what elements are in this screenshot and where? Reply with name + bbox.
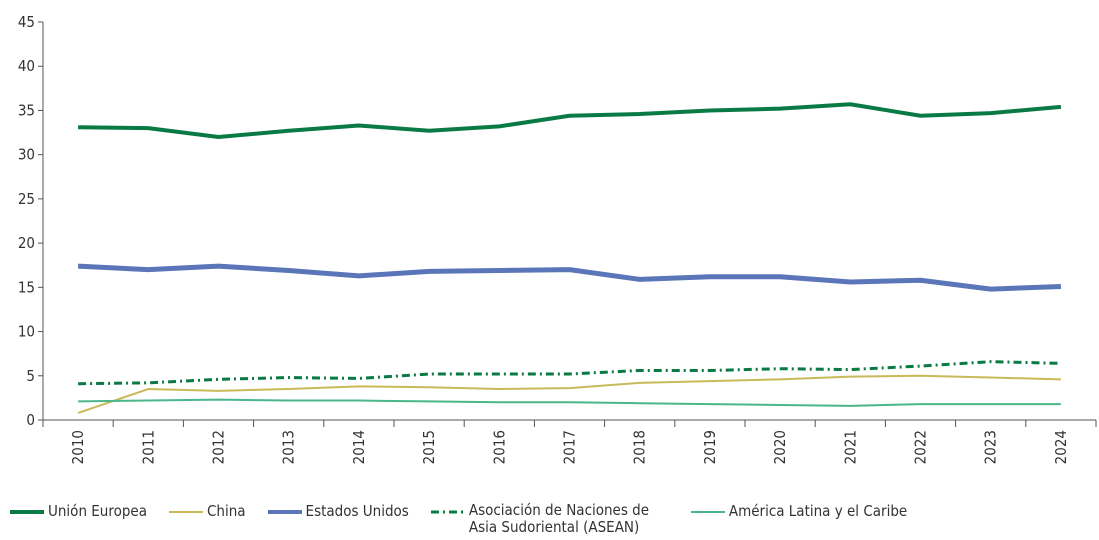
x-tick-label: 2024 — [1052, 430, 1070, 464]
y-tick-label: 5 — [26, 367, 35, 385]
x-tick-label: 2017 — [561, 430, 579, 464]
series-line — [78, 102, 1062, 139]
legend-label: América Latina y el Caribe — [728, 502, 908, 520]
x-tick-label: 2013 — [280, 430, 298, 464]
x-tick-label: 2012 — [210, 430, 228, 464]
x-tick-label: 2020 — [771, 430, 789, 464]
series-line — [77, 263, 1061, 292]
x-tick-label: 2022 — [912, 430, 930, 464]
legend-item: Unión Europea — [10, 502, 147, 520]
legend: Unión Europea China Estados Unidos Asociaci… — [10, 502, 907, 536]
legend-swatch — [168, 511, 203, 513]
legend-swatch — [10, 510, 44, 514]
y-tick-label: 35 — [18, 101, 35, 119]
legend-item: Estados Unidos — [267, 502, 409, 520]
legend-label: Estados Unidos — [305, 502, 409, 520]
series-line — [78, 360, 1061, 386]
legend-label: China — [206, 502, 246, 520]
y-tick-label: 20 — [18, 234, 35, 252]
chart: 0 5 10 15 20 25 30 35 40 45 2010 2011 2012 2013 2014 20… — [18, 13, 1097, 464]
legend-item: China — [168, 502, 246, 520]
legend-swatch — [430, 510, 465, 514]
y-tick-label: 0 — [26, 411, 35, 429]
x-tick-label: 2014 — [350, 430, 368, 464]
x-tick-label: 2016 — [490, 430, 508, 464]
x-tick-label: 2019 — [701, 430, 719, 464]
y-tick-label: 40 — [18, 57, 35, 75]
y-tick-label: 30 — [18, 146, 35, 164]
x-tick-label: 2010 — [69, 430, 87, 464]
x-tick-label: 2015 — [420, 430, 438, 464]
x-tick-label: 2023 — [982, 430, 1000, 464]
y-tick-label: 25 — [18, 190, 35, 208]
y-tick-label: 45 — [18, 13, 35, 31]
legend-label: Unión Europea — [48, 502, 147, 520]
legend-swatch — [267, 510, 302, 514]
legend-item: América Latina y el Caribe — [690, 502, 908, 520]
y-tick-label: 15 — [18, 278, 35, 296]
x-tick-label: 2018 — [631, 430, 649, 464]
x-tick-label: 2021 — [841, 430, 859, 464]
y-tick-label: 10 — [18, 323, 35, 341]
x-tick-label: 2011 — [139, 430, 157, 464]
series-line — [77, 374, 1061, 414]
legend-label: Asociación de Naciones de Asia Sudorient… — [468, 501, 650, 536]
series-line — [78, 398, 1061, 407]
legend-swatch — [690, 511, 725, 513]
legend-item: Asociación de Naciones de Asia Sudorient… — [430, 501, 669, 536]
